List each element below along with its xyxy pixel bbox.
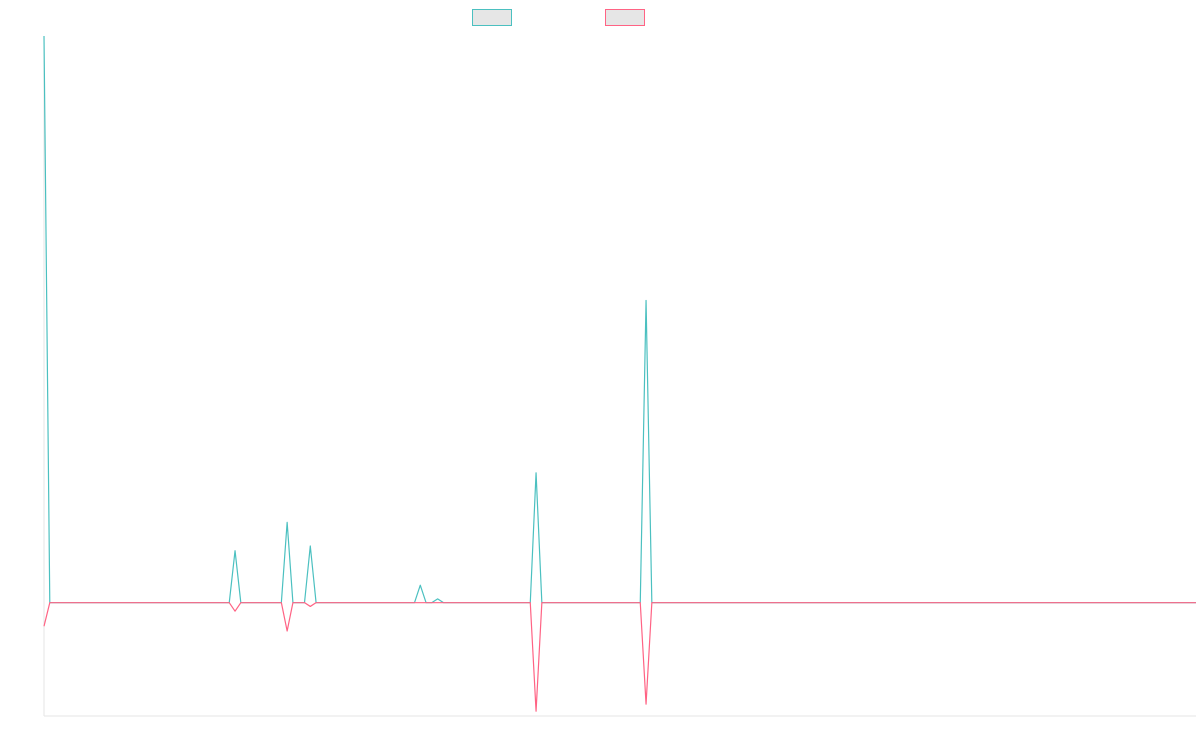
series-line-2 xyxy=(43,602,1196,712)
series-line-1 xyxy=(43,35,1196,604)
legend-swatch-1 xyxy=(472,9,512,26)
legend-swatch-2 xyxy=(605,9,645,26)
